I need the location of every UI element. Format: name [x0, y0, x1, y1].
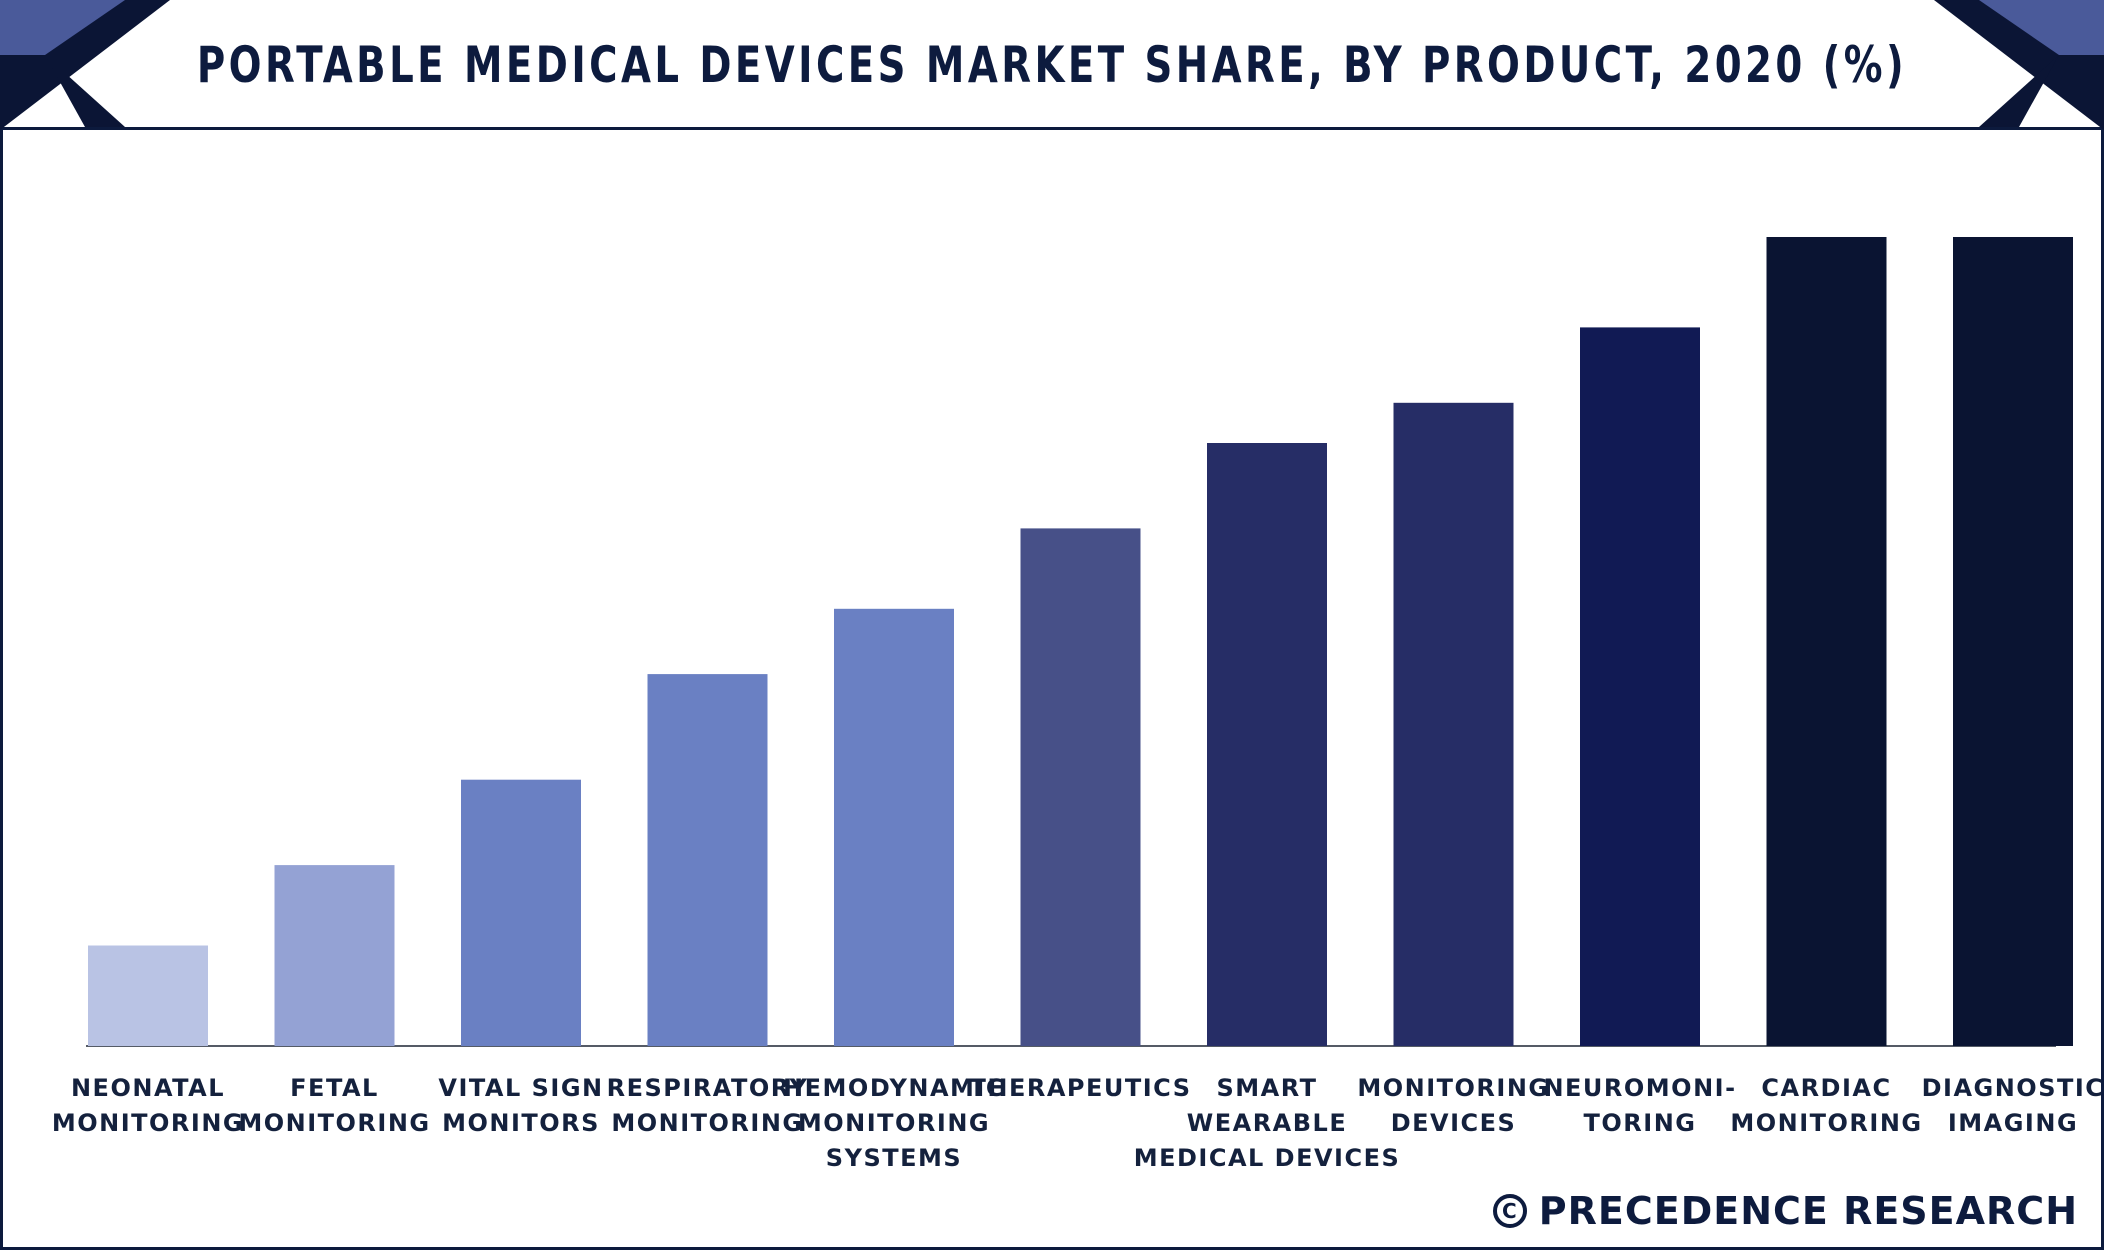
bar-5	[834, 608, 954, 1046]
x-tick-label: VITAL SIGN MONITORS	[438, 1074, 603, 1137]
source-credit: C PRECEDENCE RESEARCH	[1492, 1186, 2078, 1236]
bar-11	[1953, 237, 2073, 1046]
bar-2	[274, 865, 395, 1046]
x-tick-label: NEUROMONI-TORING	[1543, 1074, 1736, 1137]
bar-8	[1393, 402, 1514, 1046]
bar-3	[461, 779, 581, 1046]
bar-10	[1766, 237, 1887, 1046]
x-tick-label: DIAGNOSTIC IMAGING	[1922, 1074, 2104, 1137]
x-tick-label: FETAL MONITORING	[238, 1074, 430, 1137]
corner-decoration-left	[0, 0, 170, 130]
bar-9	[1580, 327, 1700, 1046]
x-tick-label: HEMODYNAMIC MONITORING SYSTEMS	[783, 1074, 1005, 1172]
bar-1	[88, 945, 208, 1046]
bar-6	[1020, 528, 1141, 1046]
bar-4	[647, 674, 768, 1046]
credit-text: PRECEDENCE RESEARCH	[1538, 1189, 2078, 1233]
corner-decoration-right	[1934, 0, 2104, 130]
bar-7	[1207, 443, 1327, 1046]
copyright-icon: C	[1492, 1194, 1527, 1228]
x-tick-label: NEONATAL MONITORING	[52, 1074, 244, 1137]
x-tick-label: THERAPEUTICS	[969, 1074, 1191, 1102]
title-banner: PORTABLE MEDICAL DEVICES MARKET SHARE, B…	[0, 0, 2104, 130]
chart-title: PORTABLE MEDICAL DEVICES MARKET SHARE, B…	[196, 36, 1908, 94]
bars-group	[88, 237, 2073, 1046]
x-tick-label: CARDIAC MONITORING	[1730, 1074, 1922, 1137]
x-tick-label: SMART WEARABLE MEDICAL DEVICES	[1134, 1074, 1401, 1172]
x-tick-label: RESPIRATORY MONITORING	[607, 1074, 809, 1137]
x-tick-label: MONITORING DEVICES	[1357, 1074, 1549, 1137]
